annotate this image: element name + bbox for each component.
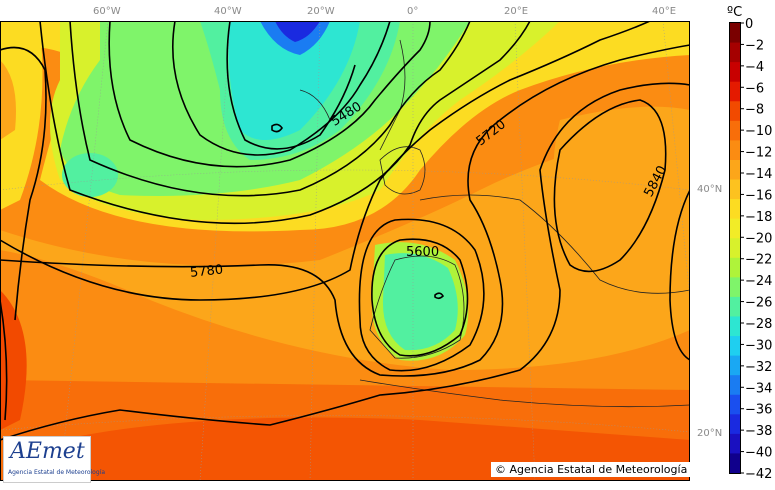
- contour-label: 5600: [406, 245, 439, 260]
- copyright-notice: © Agencia Estatal de Meteorología: [491, 462, 691, 477]
- logo-brand: AEmet: [10, 439, 85, 464]
- colorbar-swatch: [730, 277, 740, 297]
- colorbar-swatch: [730, 395, 740, 415]
- lon-label: 20°W: [307, 6, 335, 17]
- colorbar-tick-label: −16: [745, 188, 772, 203]
- colorbar-tick-label: −6: [745, 81, 764, 96]
- colorbar-swatches: [730, 23, 740, 474]
- colorbar-tick-label: −18: [745, 210, 772, 225]
- lat-label: 40°N: [697, 184, 722, 195]
- colorbar-swatch: [730, 238, 740, 258]
- colorbar-swatch: [730, 453, 740, 473]
- colorbar-swatch: [730, 219, 740, 239]
- colorbar-swatch: [730, 43, 740, 63]
- lon-label: 60°W: [93, 6, 121, 17]
- colorbar-swatch: [730, 23, 740, 43]
- aemet-logo: AEmet Agencia Estatal de Meteorología: [3, 436, 91, 483]
- colorbar-tick-label: −26: [745, 296, 772, 311]
- lat-label: 20°N: [697, 428, 722, 439]
- colorbar-swatch: [730, 199, 740, 219]
- colorbar-swatch: [730, 258, 740, 278]
- lon-label: 40°E: [652, 6, 676, 17]
- colorbar-swatch: [730, 316, 740, 336]
- colorbar-swatch: [730, 375, 740, 395]
- colorbar-swatch: [730, 297, 740, 317]
- colorbar-tick-label: 0: [745, 17, 753, 32]
- lon-label: 0°: [407, 6, 418, 17]
- colorbar-tick-label: −20: [745, 231, 772, 246]
- colorbar-ticks: 0 −2 −4 −6 −8 −10 −12 −14 −16 −18 −20 −22 −24 −26 −28 −…: [740, 17, 772, 482]
- colorbar-tick-label: −30: [745, 338, 772, 353]
- colorbar-swatch: [730, 121, 740, 141]
- lon-label: 40°W: [214, 6, 242, 17]
- colorbar-swatch: [730, 336, 740, 356]
- colorbar-tick-label: −28: [745, 317, 772, 332]
- colorbar-tick-label: −8: [745, 103, 764, 118]
- colorbar-tick-label: −42: [745, 467, 772, 482]
- colorbar-swatch: [730, 62, 740, 82]
- colorbar-tick-label: −2: [745, 38, 764, 53]
- colorbar-swatch: [730, 101, 740, 121]
- lon-label: 20°E: [504, 6, 528, 17]
- longitude-labels: 60°W 40°W 20°W 0° 20°E 40°E: [93, 6, 676, 17]
- colorbar-tick-label: −38: [745, 424, 772, 439]
- colorbar-swatch: [730, 434, 740, 454]
- colorbar-swatch: [730, 160, 740, 180]
- colorbar-tick-label: −36: [745, 403, 772, 418]
- colorbar-swatch: [730, 140, 740, 160]
- colorbar-tick-label: −24: [745, 274, 772, 289]
- colorbar-tick-label: −22: [745, 253, 772, 268]
- colorbar-tick-label: −4: [745, 60, 764, 75]
- colorbar-tick-label: −34: [745, 381, 772, 396]
- colorbar-tick-label: −40: [745, 446, 772, 461]
- colorbar-tick-label: −12: [745, 146, 772, 161]
- colorbar-unit: ºC: [727, 5, 742, 20]
- colorbar-swatch: [730, 82, 740, 102]
- logo-subtitle: Agencia Estatal de Meteorología: [8, 469, 105, 476]
- colorbar-tick-label: −10: [745, 124, 772, 139]
- colorbar-swatch: [730, 180, 740, 200]
- colorbar-tick-label: −32: [745, 360, 772, 375]
- latitude-labels: 40°N 20°N: [697, 184, 722, 439]
- temperature-field: [0, 21, 690, 481]
- colorbar-tick-label: −14: [745, 167, 772, 182]
- colorbar-swatch: [730, 414, 740, 434]
- colorbar: ºC 0 −2 −4 −6 −8 −10 −12 −14 −16 −18 −20 −22 −24 −26 −…: [727, 5, 772, 482]
- colorbar-swatch: [730, 356, 740, 376]
